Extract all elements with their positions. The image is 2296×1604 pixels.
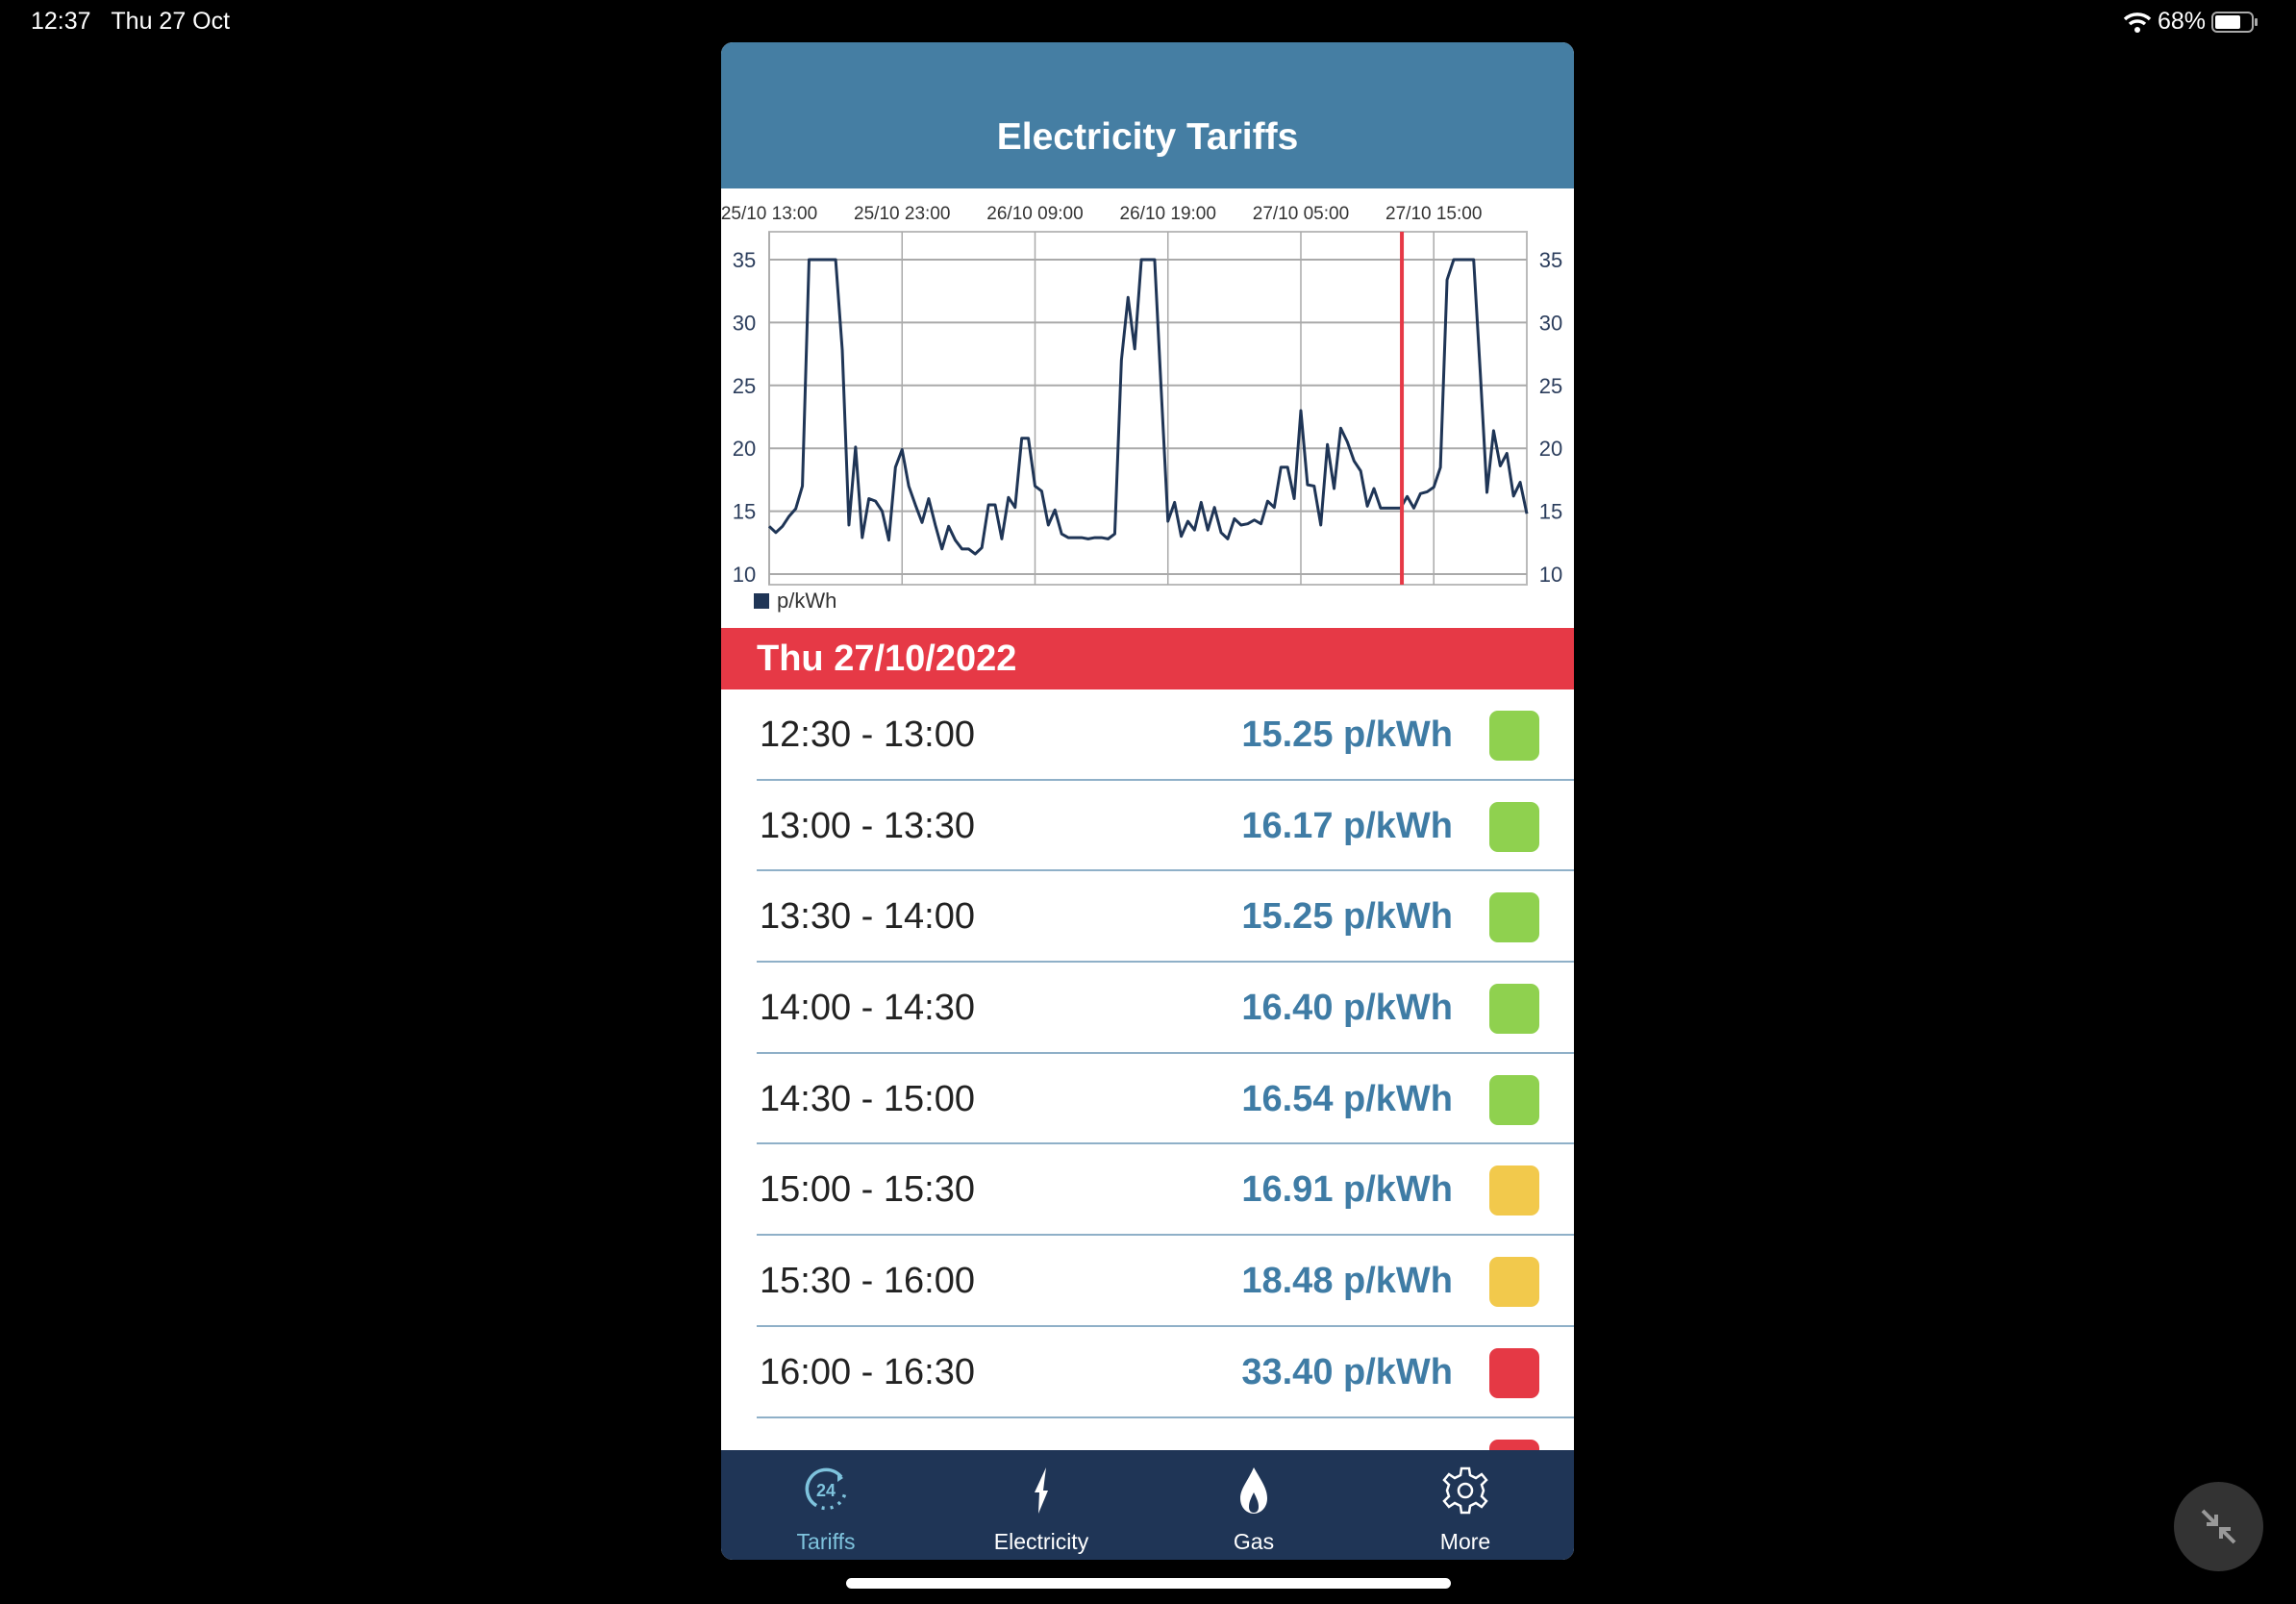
tariff-row[interactable]: 15:30 - 16:00 18.48 p/kWh xyxy=(757,1236,1574,1327)
tariff-row[interactable]: 13:00 - 13:30 16.17 p/kWh xyxy=(757,781,1574,872)
series-line-p-kwh xyxy=(767,258,1529,556)
y-tick-label-left: 10 xyxy=(733,563,756,587)
price-level-indicator xyxy=(1489,984,1539,1035)
x-tick-label: 25/10 23:00 xyxy=(854,204,950,224)
time-slot: 16:00 - 16:30 xyxy=(760,1351,975,1392)
price-level-indicator xyxy=(1489,801,1539,852)
wifi-icon xyxy=(2123,12,2152,33)
tariff-row[interactable]: 16:00 - 16:30 33.40 p/kWh xyxy=(757,1327,1574,1418)
tariff-row[interactable]: 14:00 - 14:30 16.40 p/kWh xyxy=(757,963,1574,1054)
tab-bar: 24 Tariffs Electricity Gas More xyxy=(721,1450,1574,1560)
price-level-indicator xyxy=(1489,711,1539,761)
status-time-date: 12:37 Thu 27 Oct xyxy=(31,8,230,36)
y-tick-label-right: 20 xyxy=(1539,437,1562,461)
y-tick-label-left: 20 xyxy=(733,437,756,461)
y-tick-label-right: 30 xyxy=(1539,311,1562,335)
price: 15.25 p/kWh xyxy=(1241,714,1453,755)
legend-swatch xyxy=(754,593,769,609)
status-date: Thu 27 Oct xyxy=(111,8,231,35)
price-level-indicator xyxy=(1489,1074,1539,1125)
tariff-list[interactable]: 12:30 - 13:00 15.25 p/kWh 13:00 - 13:30 16.… xyxy=(721,689,1574,1450)
status-time: 12:37 xyxy=(31,8,91,35)
time-slot: 15:00 - 15:30 xyxy=(760,1169,975,1211)
price: 15.25 p/kWh xyxy=(1241,896,1453,938)
home-indicator[interactable] xyxy=(846,1578,1451,1589)
time-slot: 14:00 - 14:30 xyxy=(760,988,975,1029)
tab-tariffs[interactable]: 24 Tariffs xyxy=(730,1450,922,1560)
time-slot: 15:30 - 16:00 xyxy=(760,1261,975,1302)
price: 16.91 p/kWh xyxy=(1241,1169,1453,1211)
tab-gas[interactable]: Gas xyxy=(1158,1450,1350,1560)
collapse-arrows-icon xyxy=(2201,1509,2236,1544)
day-header: Thu 27/10/2022 xyxy=(721,628,1574,689)
tab-more[interactable]: More xyxy=(1369,1450,1561,1560)
tariff-row[interactable]: 15:00 - 15:30 16.91 p/kWh xyxy=(757,1144,1574,1237)
y-tick-label-left: 30 xyxy=(733,311,756,335)
x-tick-label: 27/10 15:00 xyxy=(1385,204,1482,224)
svg-text:24: 24 xyxy=(816,1481,836,1500)
y-tick-label-left: 25 xyxy=(733,374,756,398)
price-level-indicator xyxy=(1489,892,1539,943)
tab-label: More xyxy=(1439,1529,1491,1554)
y-tick-label-right: 10 xyxy=(1539,563,1562,587)
tab-label: Electricity xyxy=(993,1529,1089,1554)
app-window: Electricity Tariffs 10 10 15 15 20 20 25 25 30 30… xyxy=(721,42,1574,1560)
battery-percent: 68% xyxy=(2158,8,2207,35)
tariff-row[interactable]: 14:30 - 15:00 16.54 p/kWh xyxy=(757,1054,1574,1145)
x-tick-label: 27/10 05:00 xyxy=(1253,204,1349,224)
plot-frame xyxy=(768,231,1528,586)
exit-fullscreen-button[interactable] xyxy=(2174,1482,2263,1571)
y-tick-label-right: 35 xyxy=(1539,248,1562,272)
price: 18.48 p/kWh xyxy=(1241,1261,1453,1302)
price: 16.40 p/kWh xyxy=(1241,988,1453,1029)
y-tick-label-right: 15 xyxy=(1539,500,1562,524)
time-slot: 13:00 - 13:30 xyxy=(760,805,975,846)
tab-label: Tariffs xyxy=(796,1529,856,1554)
price-level-indicator xyxy=(1489,1257,1539,1308)
x-tick-label: 26/10 19:00 xyxy=(1120,204,1216,224)
price: 16.17 p/kWh xyxy=(1241,805,1453,846)
y-tick-label-left: 15 xyxy=(733,500,756,524)
time-slot: 14:30 - 15:00 xyxy=(760,1078,975,1119)
price-level-indicator xyxy=(1489,1439,1539,1450)
tariff-row[interactable]: 12:30 - 13:00 15.25 p/kWh xyxy=(757,689,1574,781)
x-tick-label: 25/10 13:00 xyxy=(721,204,817,224)
tab-label: Gas xyxy=(1233,1529,1275,1554)
tariff-chart: 10 10 15 15 20 20 25 25 30 30 35 35 25/10 13:00 25/10… xyxy=(721,204,1562,613)
tab-electricity[interactable]: Electricity xyxy=(945,1450,1137,1560)
price: 16.54 p/kWh xyxy=(1241,1078,1453,1119)
page-title: Electricity Tariffs xyxy=(721,42,1574,188)
tariff-row[interactable] xyxy=(757,1418,1574,1450)
legend-label: p/kWh xyxy=(777,589,836,613)
price-level-indicator xyxy=(1489,1165,1539,1216)
x-tick-label: 26/10 09:00 xyxy=(986,204,1083,224)
y-tick-label-left: 35 xyxy=(733,248,756,272)
status-indicators: 68% xyxy=(2123,8,2259,36)
price: 33.40 p/kWh xyxy=(1241,1351,1453,1392)
price-level-indicator xyxy=(1489,1347,1539,1398)
y-tick-label-right: 25 xyxy=(1539,374,1562,398)
time-slot: 12:30 - 13:00 xyxy=(760,714,975,755)
battery-icon xyxy=(2211,11,2259,33)
tariff-row[interactable]: 13:30 - 14:00 15.25 p/kWh xyxy=(757,871,1574,964)
time-slot: 13:30 - 14:00 xyxy=(760,896,975,938)
